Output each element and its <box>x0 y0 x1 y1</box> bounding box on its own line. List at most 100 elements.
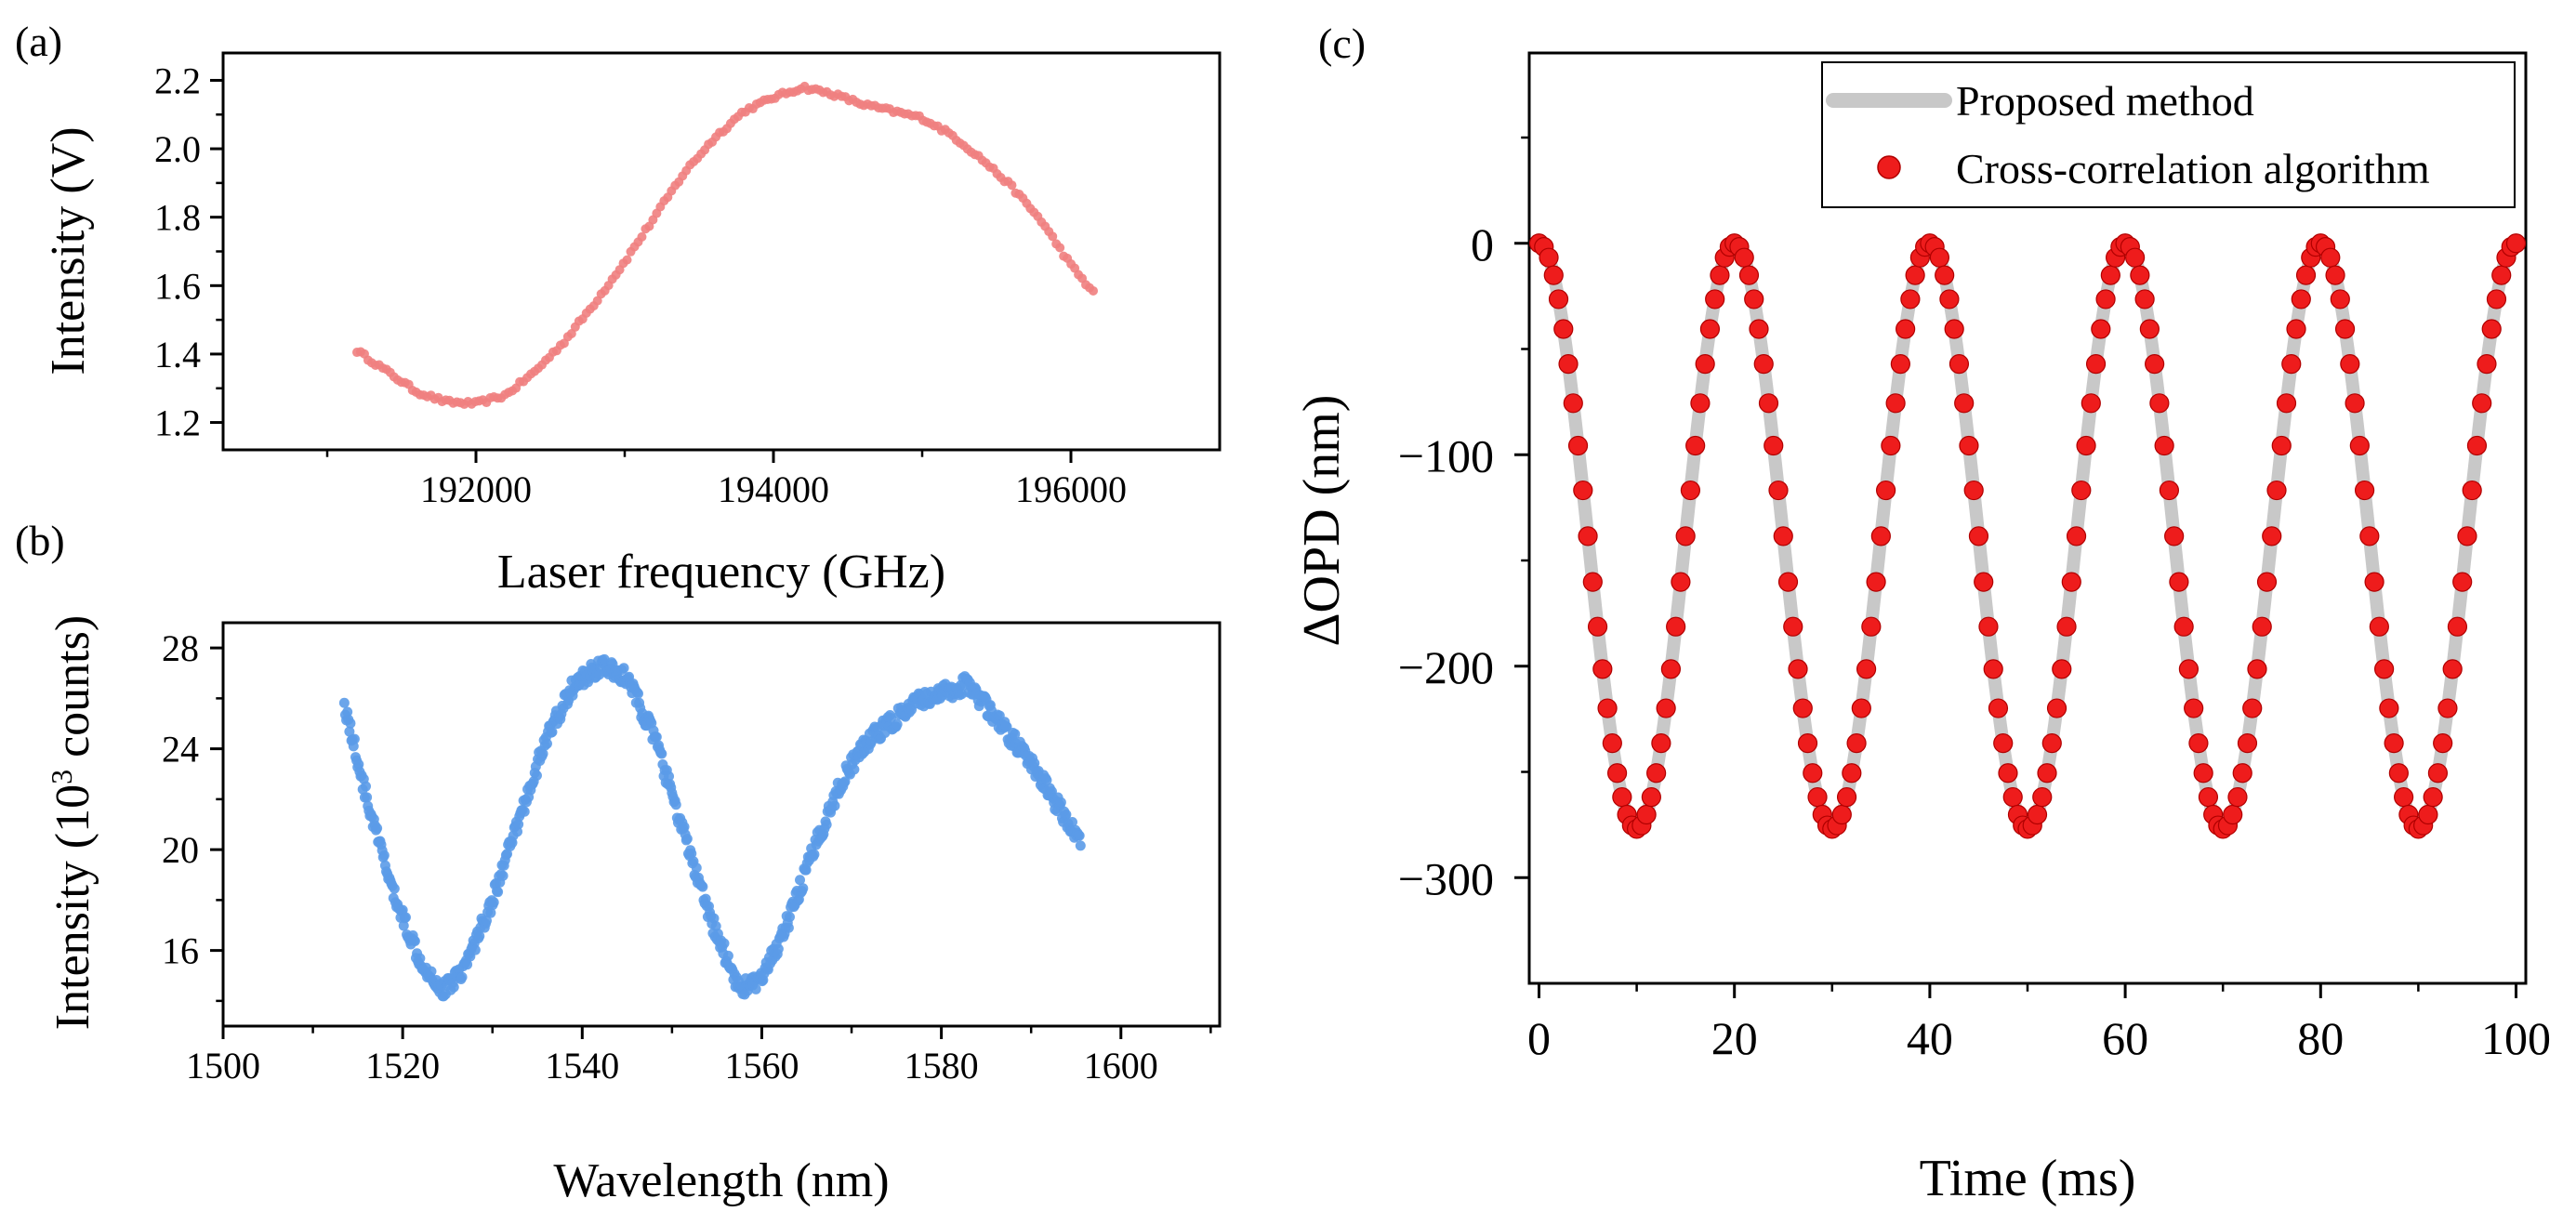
y-tick-label: 2.0 <box>154 128 201 170</box>
data-point <box>1055 243 1065 253</box>
data-point <box>2188 733 2209 754</box>
data-point <box>1690 393 1711 414</box>
data-point <box>2027 804 2048 825</box>
data-point <box>1831 804 1852 825</box>
data-point <box>1705 289 1725 310</box>
data-point <box>372 823 383 834</box>
data-point <box>342 706 353 718</box>
data-point <box>378 850 390 861</box>
data-point <box>1842 763 1862 784</box>
data-point <box>1929 247 1950 268</box>
data-point <box>1548 289 1569 310</box>
data-point <box>1553 319 1574 339</box>
data-point <box>664 771 675 782</box>
data-point <box>1866 572 1886 592</box>
data-point <box>398 920 409 931</box>
x-tick-label: 40 <box>1907 1012 1953 1064</box>
data-point <box>2330 289 2350 310</box>
data-point <box>1612 786 1632 808</box>
x-tick-label: 1600 <box>1084 1045 1158 1087</box>
data-point <box>679 822 690 833</box>
data-point <box>1602 733 1622 754</box>
data-point <box>485 907 496 918</box>
data-point <box>2427 763 2449 784</box>
data-point <box>2369 616 2389 637</box>
data-point <box>474 930 485 942</box>
data-point <box>2334 319 2356 339</box>
data-point <box>1851 698 1871 718</box>
data-point <box>681 833 693 844</box>
y-tick-label: 1.2 <box>154 402 201 444</box>
data-point <box>415 953 426 964</box>
data-point <box>829 800 840 811</box>
data-point <box>785 912 796 923</box>
data-point <box>1055 797 1066 808</box>
data-point <box>1758 393 1779 414</box>
data-point <box>2085 354 2107 375</box>
data-point <box>362 792 373 803</box>
data-point <box>1954 393 1975 414</box>
data-point <box>1792 698 1813 718</box>
data-point <box>2052 659 2072 679</box>
data-point <box>1660 659 1681 679</box>
data-point <box>2359 526 2380 547</box>
x-tick-label: 1520 <box>365 1045 440 1087</box>
legend: Proposed method Cross-correlation algori… <box>1821 61 2516 208</box>
data-point <box>783 922 794 933</box>
y-tick-label: −200 <box>1398 641 1494 693</box>
data-point <box>2037 763 2057 784</box>
data-point <box>2193 763 2213 784</box>
panel-c-ticks: 0 20 40 60 80 100 0 −100 −200 −300 <box>1398 136 2551 1064</box>
data-point <box>2071 480 2092 501</box>
data-point <box>795 875 806 886</box>
data-point <box>2164 526 2185 547</box>
data-point <box>686 848 697 859</box>
data-point <box>1573 480 1593 501</box>
data-point <box>2247 659 2267 679</box>
data-point <box>2046 698 2067 718</box>
data-point <box>1846 733 1867 754</box>
data-point <box>821 819 832 830</box>
data-point <box>2505 233 2527 254</box>
data-point <box>2437 698 2458 718</box>
data-point <box>2256 572 2278 592</box>
data-point <box>773 943 784 955</box>
data-point <box>1041 775 1052 786</box>
data-point <box>2178 659 2200 679</box>
data-point <box>2466 435 2488 456</box>
panel-b-label: (b) <box>15 517 65 564</box>
data-point <box>1738 265 1760 285</box>
data-point <box>719 938 730 949</box>
x-tick-label: 1500 <box>186 1045 260 1087</box>
data-point <box>1944 319 1964 339</box>
data-point <box>1685 435 1706 456</box>
data-point <box>1978 616 1999 637</box>
data-point <box>1061 809 1072 820</box>
panel-c-label: (c) <box>1318 20 1366 67</box>
data-point <box>2379 698 2399 718</box>
data-point <box>1592 659 1613 679</box>
data-point <box>2295 265 2317 285</box>
data-point <box>2364 572 2384 592</box>
data-point <box>592 296 602 306</box>
legend-proposed-method-label: Proposed method <box>1956 77 2254 125</box>
data-point <box>708 913 720 924</box>
data-point <box>2223 804 2243 825</box>
data-point <box>497 870 509 881</box>
data-point <box>651 731 662 743</box>
data-point <box>2130 265 2150 285</box>
data-point <box>2173 616 2194 637</box>
data-point <box>622 255 632 265</box>
data-point <box>2145 354 2165 375</box>
data-point <box>1968 526 1989 547</box>
data-point <box>1680 480 1701 501</box>
x-tick-label: 20 <box>1711 1012 1758 1064</box>
data-point <box>344 726 355 737</box>
data-point <box>426 966 437 977</box>
x-tick-label: 1580 <box>905 1045 979 1087</box>
data-point <box>1010 729 1021 740</box>
data-point <box>2457 526 2477 547</box>
x-tick-label: 1560 <box>724 1045 799 1087</box>
data-point <box>1881 435 1901 456</box>
